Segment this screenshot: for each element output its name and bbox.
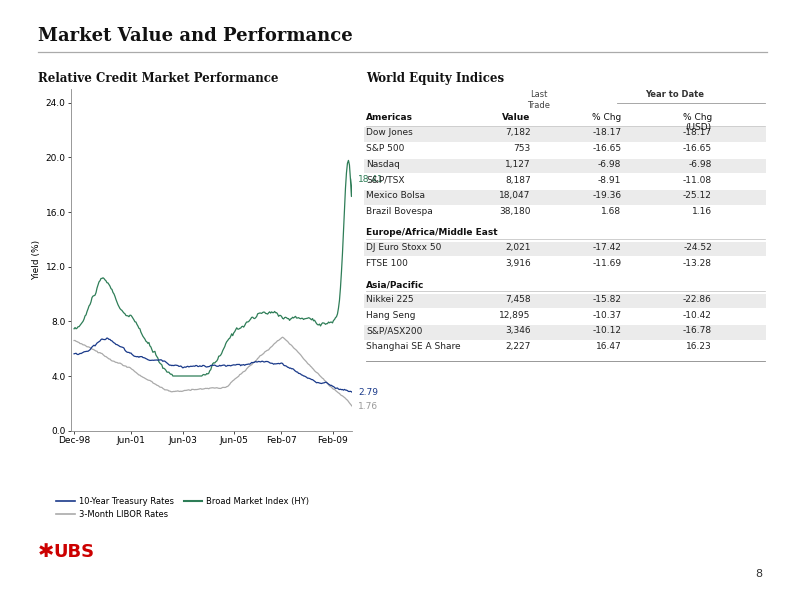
Text: 18.41: 18.41	[358, 175, 384, 184]
Text: -10.42: -10.42	[683, 311, 712, 320]
Text: 7,182: 7,182	[505, 128, 531, 137]
Text: UBS: UBS	[54, 544, 95, 561]
Text: S&P/ASX200: S&P/ASX200	[366, 327, 422, 336]
Text: 2,227: 2,227	[505, 342, 531, 351]
Text: 753: 753	[513, 144, 531, 153]
Text: Brazil Bovespa: Brazil Bovespa	[366, 207, 432, 216]
Text: % Chg: % Chg	[592, 113, 621, 122]
Text: 18,047: 18,047	[499, 191, 531, 200]
Y-axis label: Yield (%): Yield (%)	[32, 240, 41, 280]
Text: Nikkei 225: Nikkei 225	[366, 295, 413, 304]
Text: S&P/TSX: S&P/TSX	[366, 176, 405, 185]
Text: -11.69: -11.69	[592, 259, 621, 268]
Text: 3,916: 3,916	[505, 259, 531, 268]
Text: -16.65: -16.65	[683, 144, 712, 153]
Text: -15.82: -15.82	[592, 295, 621, 304]
Text: -25.12: -25.12	[683, 191, 712, 200]
Text: -10.12: -10.12	[592, 327, 621, 336]
Text: ✱: ✱	[38, 542, 55, 561]
Text: S&P 500: S&P 500	[366, 144, 404, 153]
Text: 1.68: 1.68	[601, 207, 621, 216]
Text: -16.78: -16.78	[683, 327, 712, 336]
Text: Market Value and Performance: Market Value and Performance	[38, 27, 352, 45]
Text: -16.65: -16.65	[592, 144, 621, 153]
Text: -10.37: -10.37	[592, 311, 621, 320]
Text: -24.52: -24.52	[683, 243, 712, 252]
Text: Value: Value	[502, 113, 531, 122]
Legend: 10-Year Treasury Rates, 3-Month LIBOR Rates, Broad Market Index (HY): 10-Year Treasury Rates, 3-Month LIBOR Ra…	[53, 493, 313, 522]
Text: -22.86: -22.86	[683, 295, 712, 304]
Text: -17.42: -17.42	[592, 243, 621, 252]
Text: Mexico Bolsa: Mexico Bolsa	[366, 191, 425, 200]
Text: Americas: Americas	[366, 113, 413, 122]
Text: 16.23: 16.23	[686, 342, 712, 351]
Text: -18.17: -18.17	[683, 128, 712, 137]
Text: 8: 8	[755, 569, 762, 579]
Text: % Chg
(USD): % Chg (USD)	[683, 113, 712, 132]
Text: 38,180: 38,180	[499, 207, 531, 216]
Text: 3,346: 3,346	[505, 327, 531, 336]
Text: Shanghai SE A Share: Shanghai SE A Share	[366, 342, 460, 351]
Text: 1,127: 1,127	[505, 160, 531, 169]
Text: -8.91: -8.91	[598, 176, 621, 185]
Text: 1.76: 1.76	[358, 402, 378, 411]
Text: Hang Seng: Hang Seng	[366, 311, 416, 320]
Text: DJ Euro Stoxx 50: DJ Euro Stoxx 50	[366, 243, 441, 252]
Text: 8,187: 8,187	[505, 176, 531, 185]
Text: Relative Credit Market Performance: Relative Credit Market Performance	[38, 72, 279, 86]
Text: -6.98: -6.98	[598, 160, 621, 169]
Text: Europe/Africa/Middle East: Europe/Africa/Middle East	[366, 228, 497, 237]
Text: FTSE 100: FTSE 100	[366, 259, 408, 268]
Text: Dow Jones: Dow Jones	[366, 128, 413, 137]
Text: 1.16: 1.16	[691, 207, 712, 216]
Text: 2,021: 2,021	[505, 243, 531, 252]
Text: 16.47: 16.47	[596, 342, 621, 351]
Text: Last
Trade: Last Trade	[527, 90, 550, 110]
Text: 2.79: 2.79	[358, 388, 378, 397]
Text: Year to Date: Year to Date	[645, 90, 704, 99]
Text: -6.98: -6.98	[688, 160, 712, 169]
Text: -13.28: -13.28	[683, 259, 712, 268]
Text: 7,458: 7,458	[505, 295, 531, 304]
Text: 12,895: 12,895	[499, 311, 531, 320]
Text: -19.36: -19.36	[592, 191, 621, 200]
Text: World Equity Indices: World Equity Indices	[366, 72, 504, 86]
Text: Asia/Pacific: Asia/Pacific	[366, 280, 425, 289]
Text: -18.17: -18.17	[592, 128, 621, 137]
Text: Nasdaq: Nasdaq	[366, 160, 400, 169]
Text: -11.08: -11.08	[683, 176, 712, 185]
